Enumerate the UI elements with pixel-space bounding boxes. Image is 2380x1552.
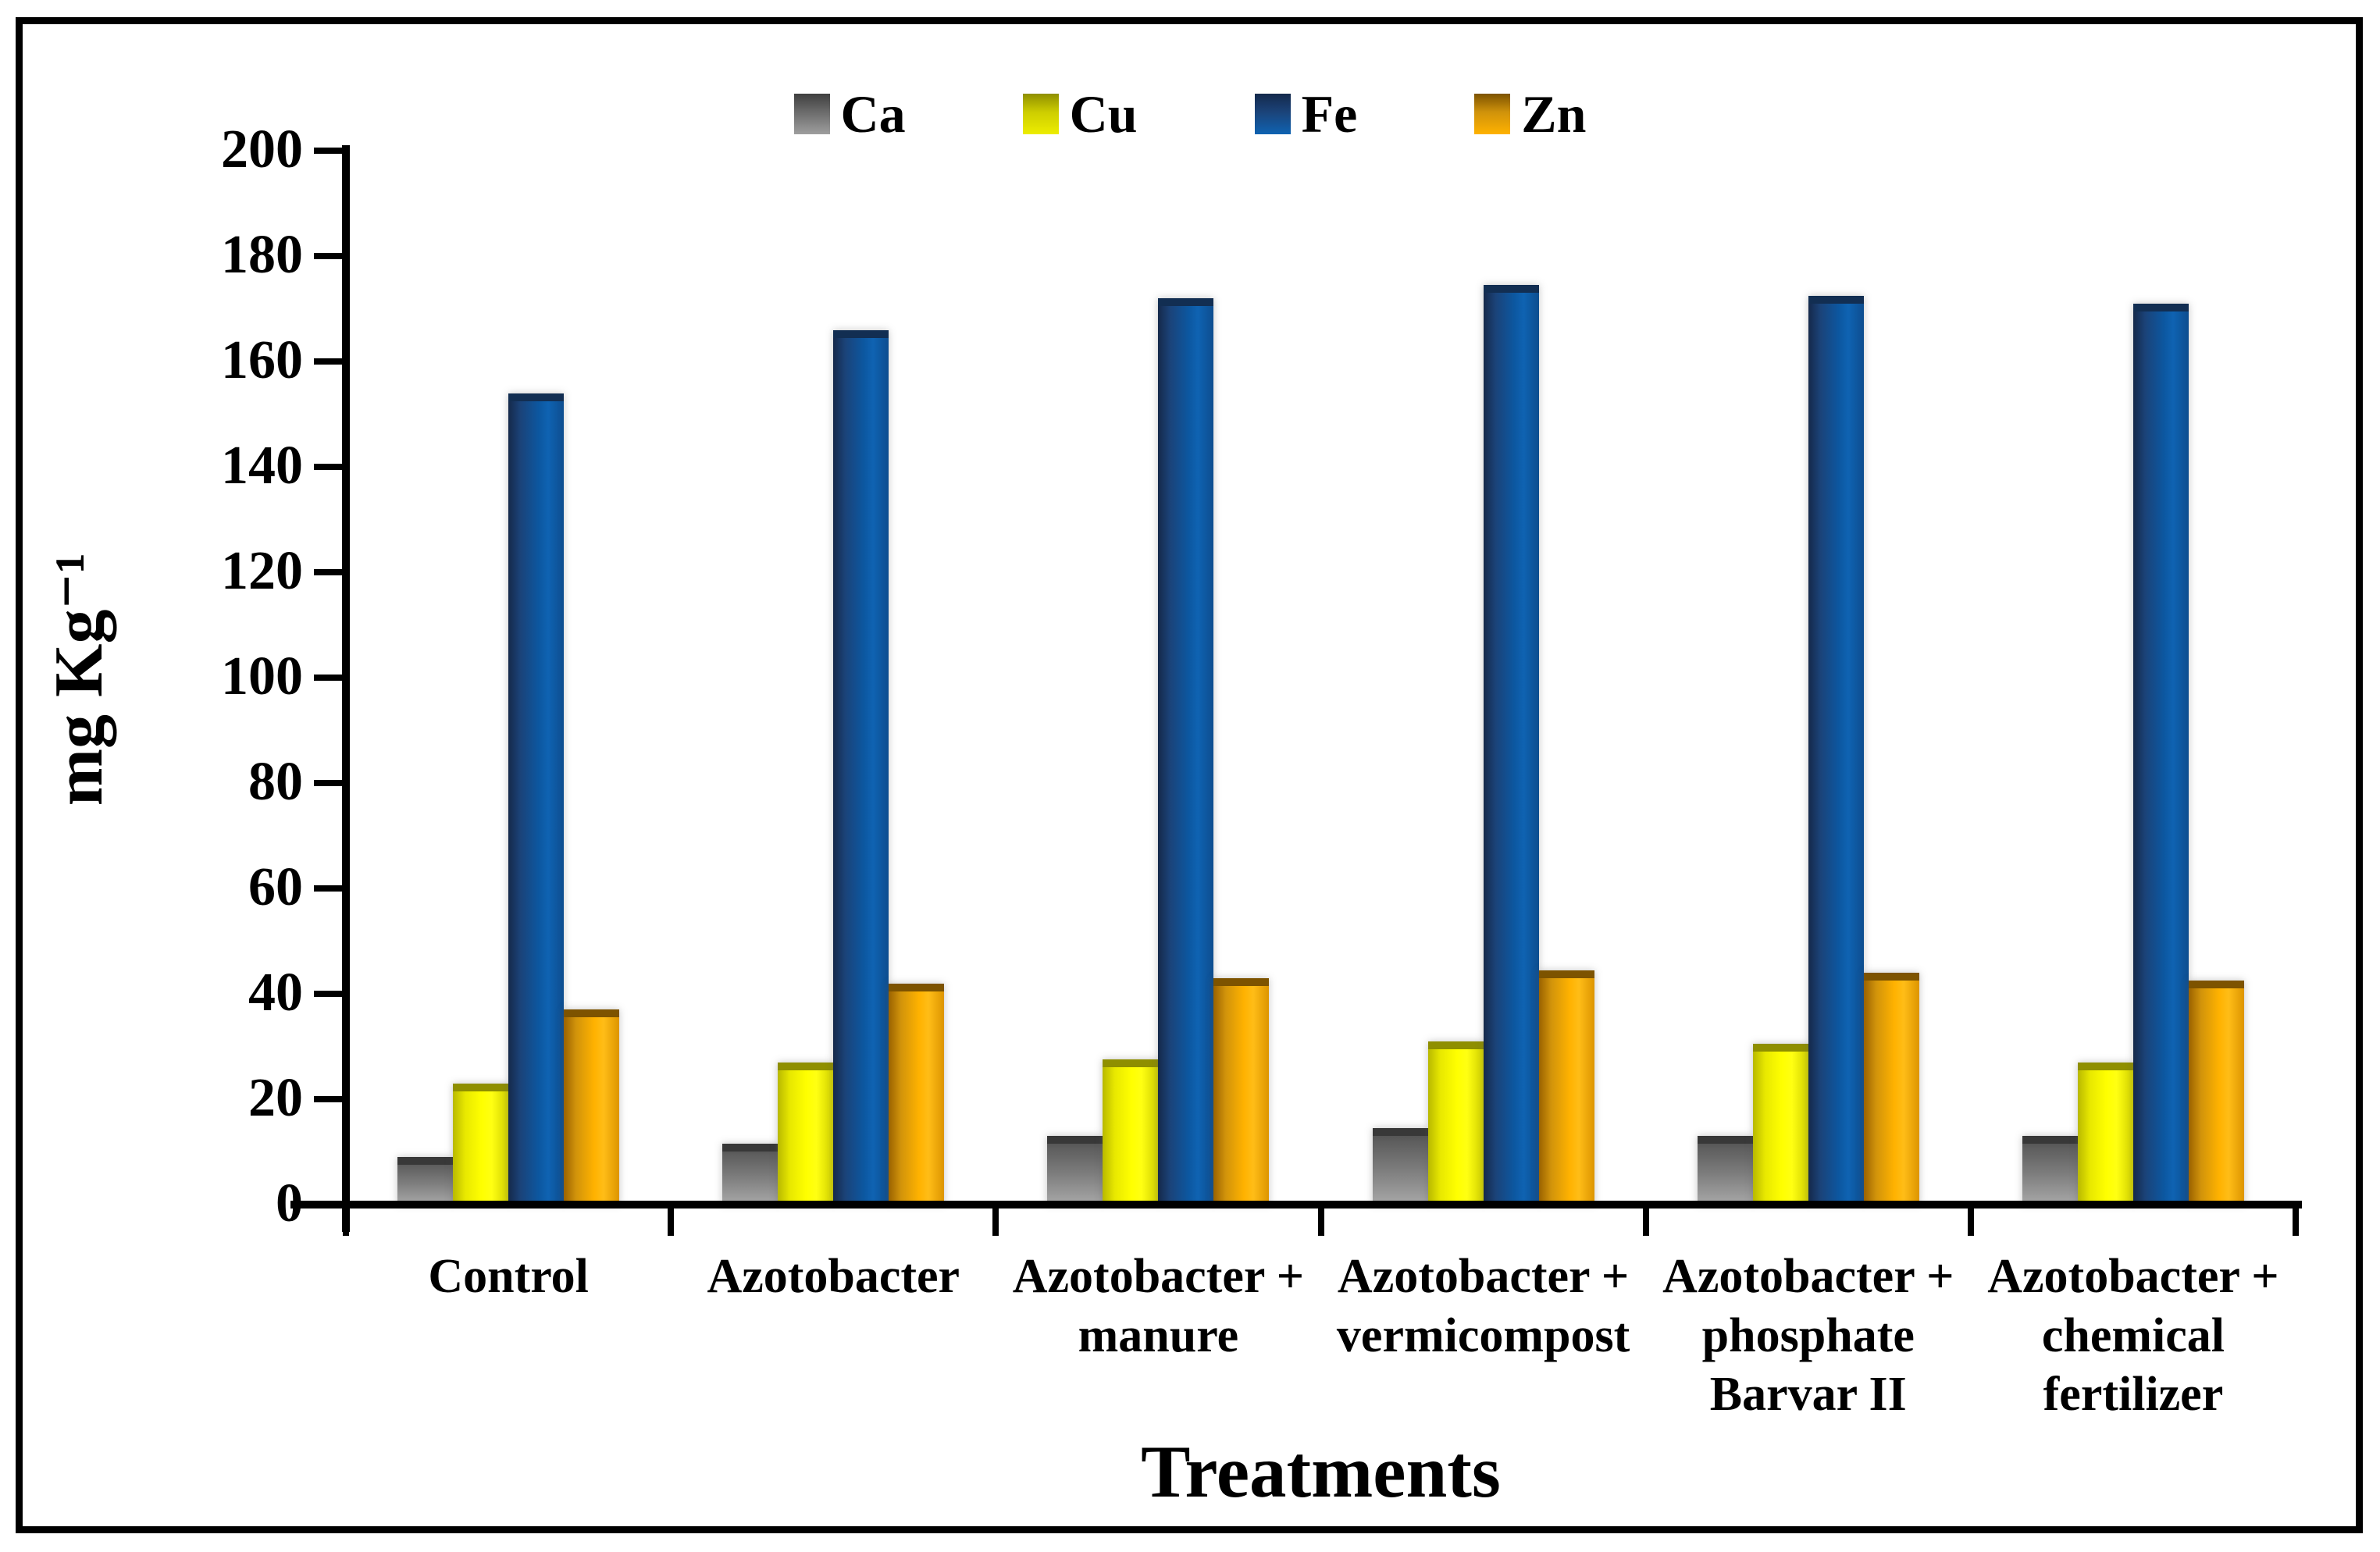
- legend-label: Zn: [1521, 84, 1587, 144]
- y-axis-tick: [314, 1096, 345, 1102]
- bar-ca: [397, 1157, 454, 1205]
- bar-zn: [1863, 973, 1919, 1205]
- category-tick: [2293, 1205, 2299, 1236]
- y-axis-title: mg Kg⁻¹: [41, 552, 117, 806]
- bar-fe: [1808, 295, 1864, 1205]
- bar-zn: [889, 983, 945, 1205]
- y-axis-tick-label: 120: [221, 541, 303, 601]
- y-axis-tick: [314, 780, 345, 786]
- category-label: Azotobacter + chemical fertilizer: [1987, 1250, 2279, 1422]
- legend-item-fe: Fe: [1254, 84, 1358, 144]
- category-label: Azotobacter + vermicompost: [1336, 1250, 1630, 1362]
- y-axis-tick-label: 20: [248, 1068, 303, 1128]
- category-label: Azotobacter + phosphate Barvar II: [1662, 1250, 1954, 1422]
- y-axis-tick-label: 160: [221, 330, 303, 390]
- bar-fe: [508, 393, 565, 1205]
- category-label: Control: [428, 1250, 589, 1303]
- y-axis-tick-label: 80: [248, 752, 303, 812]
- y-axis-tick: [314, 464, 345, 470]
- bar-fe: [1483, 285, 1539, 1205]
- category-tick: [668, 1205, 675, 1236]
- category-labels: Control Azotobacter Azotobacter + manure Az…: [346, 1248, 2296, 1425]
- legend-marker-fe-icon: [1254, 94, 1291, 134]
- legend-label: Fe: [1301, 84, 1358, 144]
- bar-ca: [722, 1144, 778, 1205]
- bar-cu: [778, 1062, 834, 1205]
- legend-label: Ca: [840, 84, 906, 144]
- y-axis-tick: [314, 253, 345, 259]
- y-axis-tick: [314, 569, 345, 575]
- bar-group: [346, 151, 671, 1205]
- category-tick: [1967, 1205, 1974, 1236]
- legend-item-cu: Cu: [1022, 84, 1138, 144]
- y-axis-tick-label: 0: [276, 1173, 303, 1233]
- bar-cu: [1427, 1041, 1484, 1205]
- category-tick: [1642, 1205, 1649, 1236]
- category-tick: [1317, 1205, 1324, 1236]
- bar-ca: [1372, 1128, 1428, 1205]
- bar-group: [996, 151, 1320, 1205]
- bar-cu: [2077, 1062, 2133, 1205]
- bar-zn: [564, 1009, 620, 1205]
- y-axis-tick: [314, 358, 345, 365]
- bar-cu: [453, 1083, 509, 1205]
- category-tick: [343, 1205, 349, 1236]
- y-axis-tick: [314, 148, 345, 154]
- y-axis-tick-label: 40: [248, 963, 303, 1023]
- legend-label: Cu: [1069, 84, 1138, 144]
- legend-marker-ca-icon: [793, 94, 830, 134]
- bar-zn: [1213, 977, 1270, 1205]
- legend-marker-zn-icon: [1474, 94, 1511, 134]
- figure-border: [16, 17, 2363, 1533]
- y-axis-tick-label: 180: [221, 225, 303, 285]
- category-label: Azotobacter: [707, 1250, 960, 1303]
- bar-group: [1321, 151, 1646, 1205]
- legend-item-zn: Zn: [1474, 87, 1586, 141]
- bar-fe: [833, 329, 889, 1205]
- y-axis-tick-label: 200: [221, 119, 303, 180]
- plot-area: [346, 151, 2296, 1205]
- y-axis-tick-label: 60: [248, 857, 303, 917]
- legend-item-ca: Ca: [793, 84, 906, 144]
- y-axis-tick-label: 140: [221, 436, 303, 496]
- bar-group: [1971, 151, 2296, 1205]
- category-label: Azotobacter + manure: [1012, 1250, 1305, 1362]
- legend-marker-cu-icon: [1022, 94, 1059, 134]
- bar-zn: [1538, 970, 1594, 1205]
- bar-group: [671, 151, 996, 1205]
- y-axis-tick-label: 100: [221, 646, 303, 707]
- bar-ca: [2022, 1136, 2078, 1205]
- category-tick: [992, 1205, 999, 1236]
- x-axis-line: [290, 1201, 2302, 1208]
- bar-cu: [1103, 1059, 1159, 1205]
- bar-ca: [1697, 1136, 1753, 1205]
- bar-fe: [1158, 298, 1214, 1205]
- bar-zn: [2188, 981, 2244, 1205]
- y-axis-tick: [314, 991, 345, 997]
- y-axis-tick: [314, 885, 345, 892]
- bar-group: [1646, 151, 1971, 1205]
- y-axis-line: [342, 145, 350, 1232]
- bar-ca: [1047, 1136, 1103, 1205]
- bar-cu: [1752, 1044, 1808, 1205]
- y-axis-tick: [314, 675, 345, 681]
- bar-fe: [2132, 303, 2189, 1205]
- legend: Ca Cu Fe Zn: [0, 87, 2380, 141]
- x-axis-title: Treatments: [1141, 1430, 1501, 1513]
